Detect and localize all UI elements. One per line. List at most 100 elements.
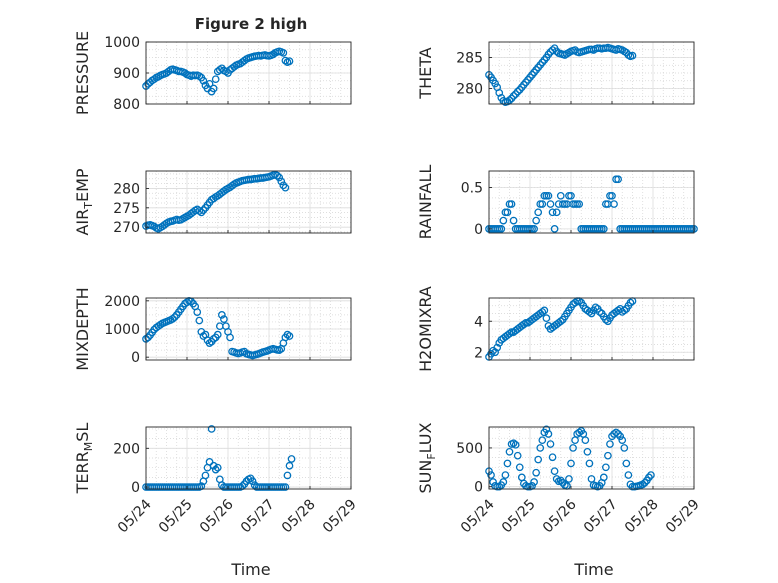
data-series-sun_flux [485, 425, 655, 491]
data-point [509, 92, 518, 100]
data-point [546, 200, 555, 208]
data-point [199, 76, 208, 85]
data-point [538, 200, 547, 208]
y-tick-label: 285 [456, 51, 483, 67]
axes-box [488, 297, 695, 361]
y-axis-label: RAINFALL [416, 165, 435, 240]
data-point [281, 183, 290, 192]
data-point [285, 57, 294, 66]
data-point [544, 430, 553, 438]
data-point [618, 436, 627, 445]
data-point [532, 216, 541, 225]
subplot-mixdepth: 0 1000 2000 MIXDEPTH [73, 287, 352, 371]
data-point [540, 306, 549, 315]
data-series-h2omixra [485, 297, 637, 361]
data-point [542, 314, 551, 322]
y-axis-label-subscript: F [425, 453, 438, 459]
data-point [550, 225, 559, 233]
data-point [606, 440, 614, 448]
data-point [222, 67, 230, 76]
data-point [281, 483, 290, 491]
data-point [285, 332, 294, 340]
y-tick-label: 2000 [104, 294, 140, 310]
x-tick-label: 05/25 [156, 496, 196, 536]
data-point [509, 216, 518, 225]
y-tick-label: 800 [113, 97, 140, 113]
data-point [283, 471, 292, 480]
subplot-air_temp: 270 275 280 AIRTEMP [73, 168, 352, 236]
data-point [287, 455, 296, 463]
y-tick-label: 0.5 [461, 181, 483, 197]
data-point [515, 463, 524, 472]
y-axis-label-suffix: LUX [416, 422, 435, 453]
data-point [583, 447, 592, 456]
x-tick-label: 05/24 [115, 496, 155, 536]
data-point [277, 177, 286, 186]
data-point [585, 459, 594, 468]
x-axis-label-right: Time [573, 560, 613, 579]
data-point [505, 447, 514, 456]
data-point [550, 467, 559, 476]
y-axis-label-subscript: T [82, 202, 95, 210]
data-point [499, 478, 508, 486]
x-tick-label: 05/29 [663, 496, 703, 536]
data-point [614, 430, 623, 438]
axes-box [488, 170, 695, 234]
data-point [622, 459, 631, 468]
data-point [546, 440, 555, 448]
data-point [495, 482, 504, 491]
data-point [575, 200, 584, 208]
y-axis-label-subscript: M [82, 442, 95, 452]
x-tick-label: 05/29 [320, 496, 360, 536]
data-point [501, 471, 510, 479]
data-point [538, 308, 547, 316]
data-point [556, 317, 565, 326]
data-point [197, 208, 206, 217]
y-tick-label: 500 [456, 441, 483, 457]
y-tick-label: 280 [456, 82, 483, 98]
data-point [281, 56, 290, 65]
data-point [548, 453, 557, 462]
data-point [620, 306, 629, 315]
y-tick-label: 270 [113, 220, 140, 236]
data-point [213, 330, 222, 339]
y-tick-label: 0 [474, 222, 483, 238]
data-point [556, 191, 565, 200]
data-point [493, 343, 502, 352]
y-axis-label-main: SUN [416, 460, 435, 494]
data-point [513, 87, 522, 96]
y-axis-label: MIXDEPTH [73, 287, 92, 370]
data-point [168, 315, 177, 323]
data-point [218, 311, 226, 319]
y-axis-label-suffix: EMP [73, 168, 92, 202]
data-point [556, 476, 565, 485]
axes-box [488, 426, 695, 490]
data-point [226, 333, 234, 342]
data-point [591, 303, 600, 312]
axes-box [145, 426, 352, 490]
y-axis-label: H2OMIXRA [416, 286, 435, 372]
data-point [273, 171, 282, 180]
data-point [536, 444, 545, 452]
data-point [170, 313, 179, 322]
data-point [548, 46, 557, 54]
y-tick-label: 275 [113, 201, 140, 217]
y-axis-label-main: H2OMIXRA [416, 286, 435, 372]
x-tick-label: 05/28 [622, 496, 662, 536]
data-point [552, 208, 561, 217]
data-series-mixdepth [142, 296, 294, 360]
data-point [220, 315, 228, 323]
data-point [499, 216, 508, 225]
data-point [575, 428, 584, 437]
data-point [505, 329, 514, 338]
x-tick-label: 05/24 [458, 496, 498, 536]
y-tick-label: 0 [131, 350, 140, 366]
subplot-theta: 280 285 THETA [416, 41, 695, 106]
axes-box [145, 170, 352, 234]
data-point [569, 444, 577, 452]
data-point [211, 75, 220, 84]
data-point [534, 455, 543, 464]
y-axis-label-main: AIR [73, 209, 92, 236]
data-point [599, 473, 608, 482]
y-tick-label: 2 [474, 345, 483, 361]
